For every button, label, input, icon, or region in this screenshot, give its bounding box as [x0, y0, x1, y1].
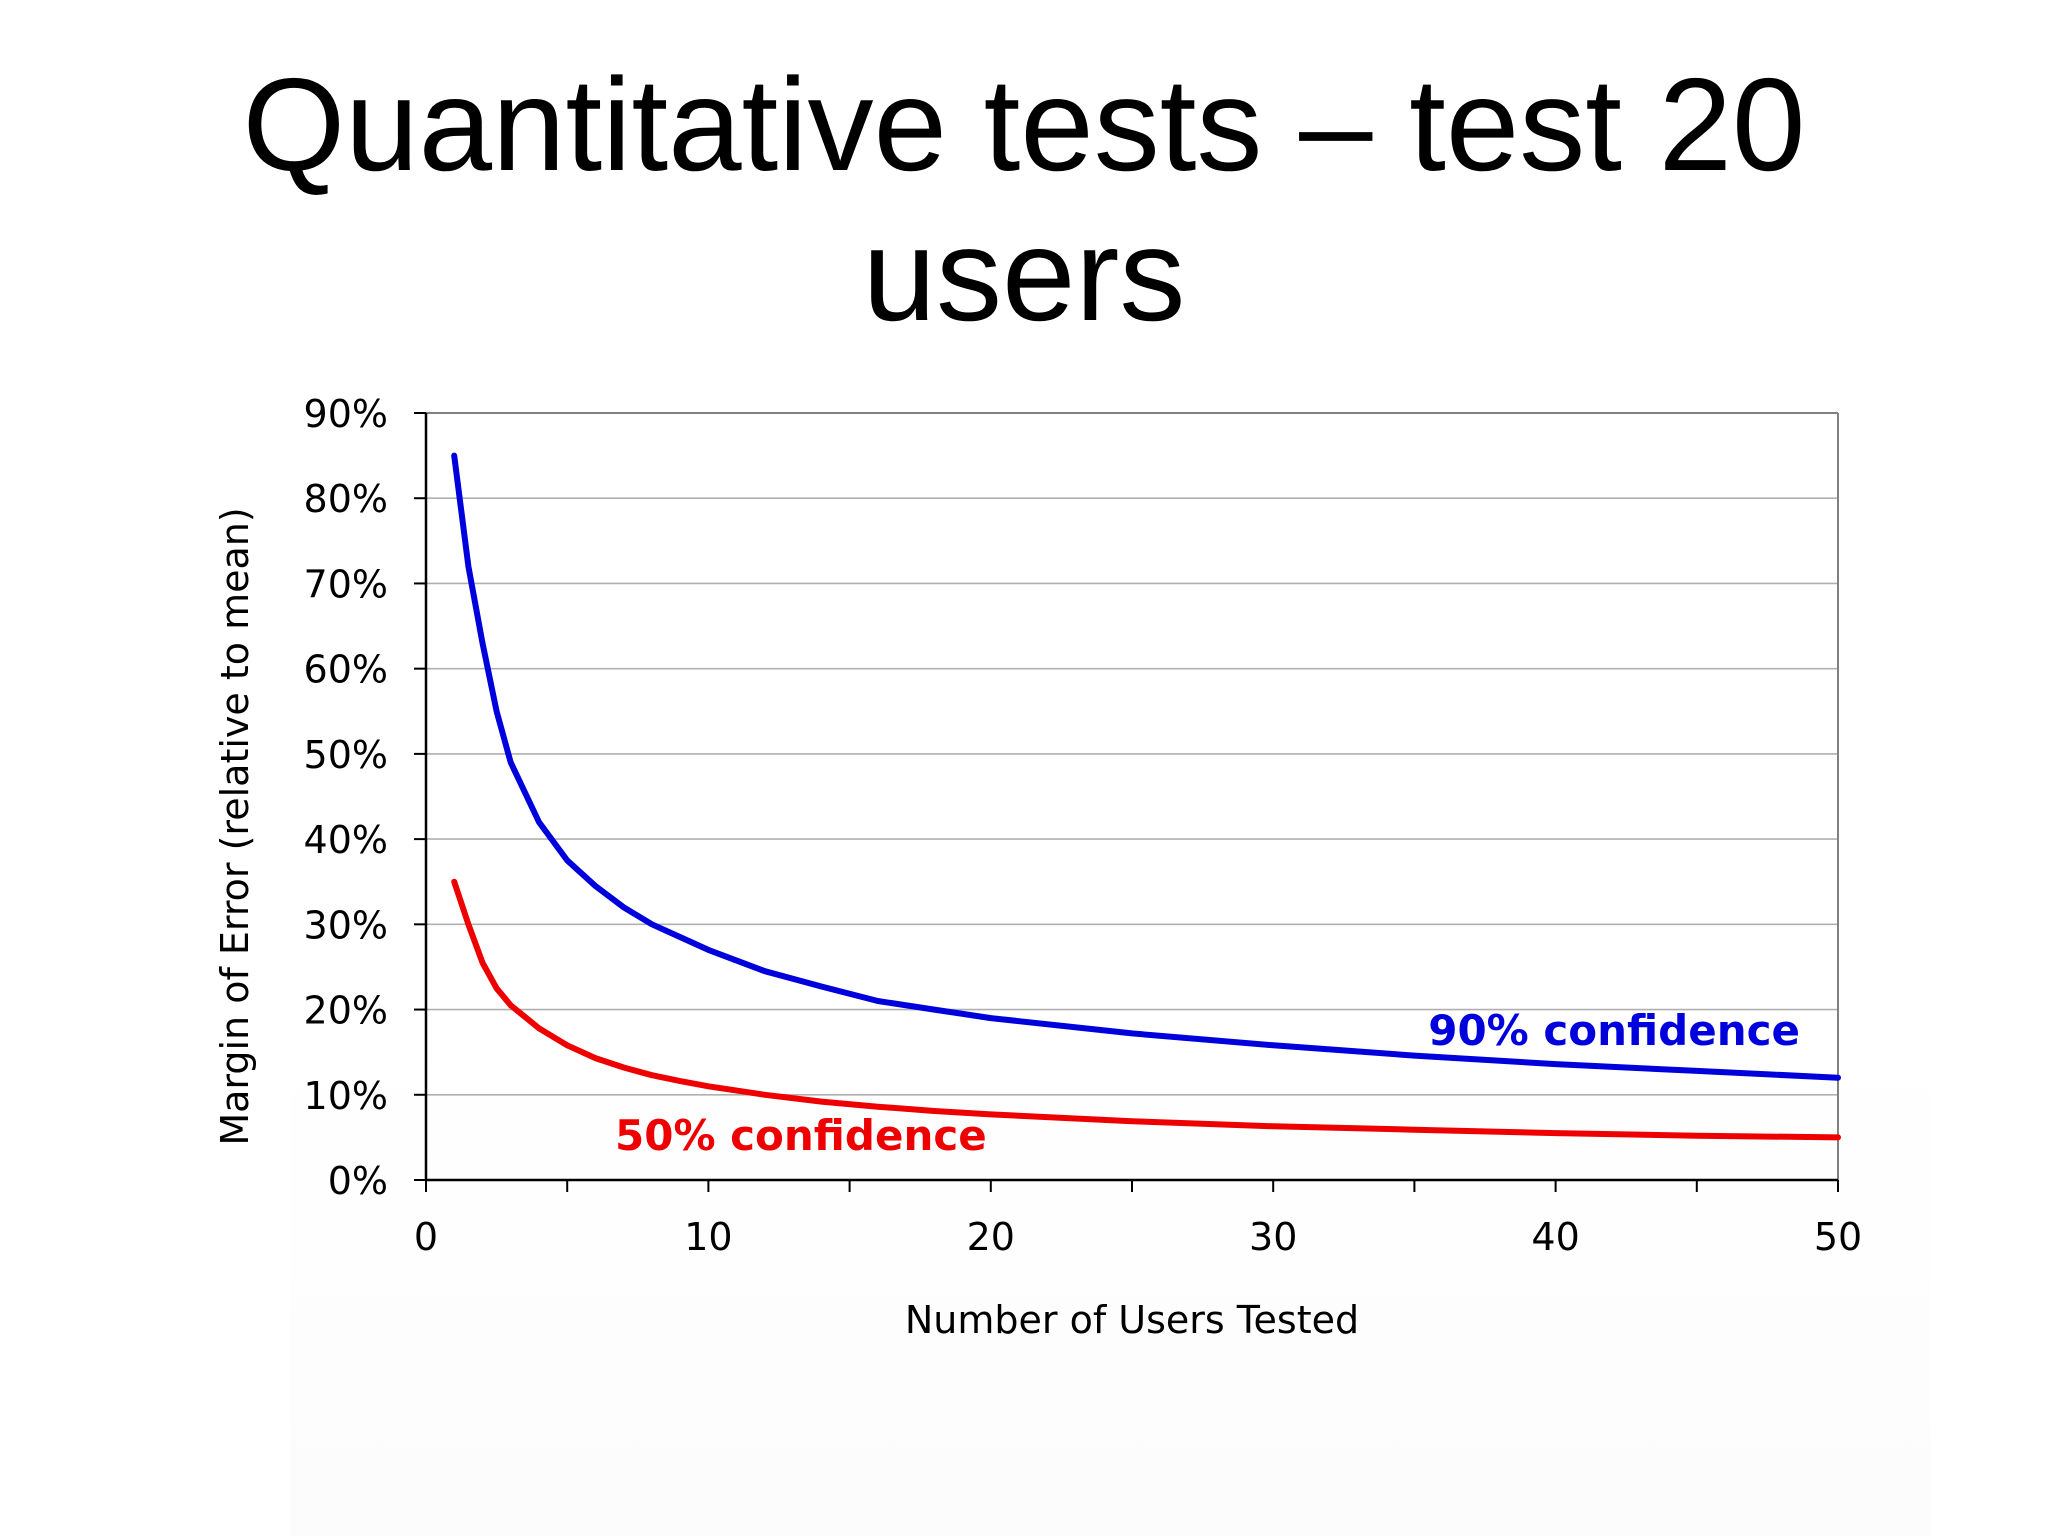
y-tick-label: 10% — [304, 1074, 388, 1118]
x-tick-label: 40 — [1531, 1215, 1579, 1259]
x-tick-label: 0 — [414, 1215, 438, 1259]
labels: 0% 10% 20% 30% 40% 50% 60% 70% 80% 90% 0 10 20 30 40 50… — [213, 392, 1862, 1342]
series-label-fifty-confidence: 50% confidence — [615, 1111, 987, 1160]
y-tick-label: 80% — [304, 477, 388, 521]
y-axis-title: Margin of Error (relative to mean) — [213, 507, 257, 1145]
y-tick-label: 20% — [304, 989, 388, 1033]
x-tick-label: 20 — [967, 1215, 1015, 1259]
x-tick-label: 30 — [1249, 1215, 1297, 1259]
series-label-ninety-confidence: 90% confidence — [1428, 1006, 1800, 1055]
y-tick-label: 30% — [304, 903, 388, 947]
series-line-ninety-confidence — [451, 452, 1841, 1081]
x-tick-label: 50 — [1814, 1215, 1862, 1259]
slide-title: Quantitative tests – test 20 users — [224, 50, 1824, 350]
gridlines — [426, 497, 1838, 1096]
slide-title-line-2: users — [862, 201, 1186, 348]
y-tick-label: 60% — [304, 648, 388, 692]
slide-title-line-1: Quantitative tests – test 20 — [242, 51, 1806, 198]
y-tick-label: 50% — [304, 733, 388, 777]
x-axis-title: Number of Users Tested — [905, 1298, 1359, 1342]
y-tick-label: 0% — [328, 1159, 388, 1203]
y-tick-label: 40% — [304, 818, 388, 862]
series-line-fifty-confidence — [451, 878, 1841, 1141]
y-tick-label: 90% — [304, 392, 388, 436]
y-tick-label: 70% — [304, 562, 388, 606]
chart-panel — [290, 380, 1930, 1536]
x-tick-label: 10 — [684, 1215, 732, 1259]
series-lines — [451, 452, 1841, 1141]
axes — [414, 412, 1839, 1192]
